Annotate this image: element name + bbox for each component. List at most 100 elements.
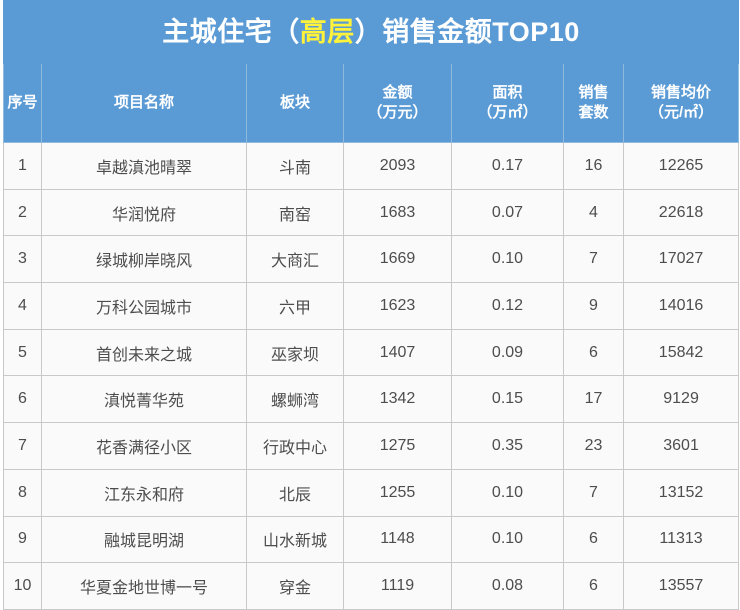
column-header-area-line1: 面积 bbox=[492, 83, 523, 101]
cell-project: 华润悦府 bbox=[41, 188, 247, 237]
column-header-area-line2: （万㎡） bbox=[477, 104, 538, 121]
title-paren-open: （ bbox=[272, 16, 300, 47]
table-row: 2 华润悦府 南窑 1683 0.07 4 22618 bbox=[3, 188, 740, 237]
cell-amount: 1275 bbox=[343, 422, 452, 470]
table-row: 4 万科公园城市 六甲 1623 0.12 9 14016 bbox=[3, 282, 740, 330]
cell-project: 江东永和府 bbox=[41, 468, 247, 517]
cell-index: 10 bbox=[3, 562, 42, 610]
cell-avg-price: 12265 bbox=[622, 142, 740, 190]
cell-avg-price: 15842 bbox=[622, 328, 740, 377]
cell-plate: 大商汇 bbox=[246, 235, 344, 284]
cell-area: 0.10 bbox=[451, 515, 564, 564]
cell-area: 0.17 bbox=[451, 142, 564, 190]
cell-amount: 1342 bbox=[343, 375, 452, 424]
cell-avg-price: 17027 bbox=[622, 235, 740, 284]
cell-area: 0.15 bbox=[451, 375, 564, 424]
cell-area: 0.10 bbox=[451, 235, 564, 284]
cell-avg-price: 22618 bbox=[622, 188, 740, 237]
cell-plate: 六甲 bbox=[246, 282, 344, 330]
cell-avg-price: 11313 bbox=[622, 515, 740, 564]
column-header-amount: 金额 （万元） bbox=[343, 63, 452, 143]
cell-index: 7 bbox=[3, 422, 42, 470]
column-header-units-line2: 套数 bbox=[578, 104, 609, 121]
column-header-avg-price-line2: （元/㎡） bbox=[648, 104, 714, 121]
cell-project: 万科公园城市 bbox=[41, 282, 247, 330]
cell-area: 0.35 bbox=[451, 422, 564, 470]
cell-amount: 1407 bbox=[343, 328, 452, 377]
table-row: 6 滇悦菁华苑 螺蛳湾 1342 0.15 17 9129 bbox=[3, 375, 740, 424]
column-header-amount-line2: （万元） bbox=[367, 104, 428, 121]
cell-units: 6 bbox=[563, 515, 624, 564]
column-header-index: 序号 bbox=[3, 63, 42, 143]
cell-index: 9 bbox=[3, 515, 42, 564]
cell-avg-price: 13152 bbox=[622, 468, 740, 517]
cell-avg-price: 3601 bbox=[622, 422, 740, 470]
cell-index: 5 bbox=[3, 328, 42, 377]
column-header-project-line1: 项目名称 bbox=[113, 93, 174, 111]
cell-project: 华夏金地世博一号 bbox=[41, 562, 247, 610]
cell-units: 9 bbox=[563, 282, 624, 330]
column-header-avg-price: 销售均价 （元/㎡） bbox=[622, 63, 740, 143]
cell-avg-price: 13557 bbox=[622, 562, 740, 610]
cell-units: 6 bbox=[563, 562, 624, 610]
table-header-row: 序号 项目名称 板块 金额 （万元） 面积 （万㎡） 销售 bbox=[3, 63, 740, 143]
cell-amount: 1669 bbox=[343, 235, 452, 284]
cell-plate: 巫家坝 bbox=[246, 328, 344, 377]
column-header-plate-line1: 板块 bbox=[279, 93, 310, 111]
title-paren-close: ） bbox=[354, 16, 383, 47]
cell-plate: 穿金 bbox=[246, 562, 344, 610]
cell-amount: 1148 bbox=[343, 515, 452, 564]
page-title: 主城住宅（高层）销售金额TOP10 bbox=[162, 17, 580, 47]
cell-index: 6 bbox=[3, 375, 42, 424]
cell-project: 首创未来之城 bbox=[41, 328, 247, 377]
cell-project: 卓越滇池晴翠 bbox=[41, 142, 247, 190]
table-title-row: 主城住宅（高层）销售金额TOP10 bbox=[2, 0, 740, 64]
cell-project: 融城昆明湖 bbox=[41, 515, 247, 564]
column-header-units-line1: 销售 bbox=[578, 83, 609, 101]
column-header-plate: 板块 bbox=[246, 63, 344, 143]
cell-units: 6 bbox=[563, 328, 624, 377]
cell-avg-price: 14016 bbox=[622, 282, 740, 330]
cell-units: 7 bbox=[563, 468, 624, 517]
cell-amount: 1683 bbox=[343, 188, 452, 237]
column-header-amount-line1: 金额 bbox=[382, 83, 413, 101]
cell-plate: 北辰 bbox=[246, 468, 344, 517]
cell-units: 23 bbox=[563, 422, 624, 470]
cell-index: 3 bbox=[3, 235, 42, 284]
cell-project: 绿城柳岸晓风 bbox=[41, 235, 247, 284]
table-title-cell: 主城住宅（高层）销售金额TOP10 bbox=[2, 0, 740, 64]
cell-index: 8 bbox=[3, 468, 42, 517]
cell-area: 0.08 bbox=[451, 562, 564, 610]
table-row: 8 江东永和府 北辰 1255 0.10 7 13152 bbox=[3, 468, 740, 517]
table-row: 5 首创未来之城 巫家坝 1407 0.09 6 15842 bbox=[3, 328, 740, 377]
column-header-units: 销售 套数 bbox=[563, 63, 624, 143]
table-row: 7 花香满径小区 行政中心 1275 0.35 23 3601 bbox=[3, 422, 740, 470]
cell-plate: 螺蛳湾 bbox=[246, 375, 344, 424]
column-header-project: 项目名称 bbox=[41, 63, 247, 143]
cell-area: 0.10 bbox=[451, 468, 564, 517]
title-prefix: 主城住宅 bbox=[162, 16, 273, 47]
title-highlight: 高层 bbox=[299, 16, 355, 47]
cell-area: 0.09 bbox=[451, 328, 564, 377]
table-body: 1 卓越滇池晴翠 斗南 2093 0.17 16 12265 2 华润悦府 南窑 1683 0.07 4… bbox=[3, 142, 740, 610]
cell-area: 0.07 bbox=[451, 188, 564, 237]
cell-amount: 1119 bbox=[343, 562, 452, 610]
cell-plate: 南窑 bbox=[246, 188, 344, 237]
cell-amount: 2093 bbox=[343, 142, 452, 190]
cell-units: 7 bbox=[563, 235, 624, 284]
cell-index: 4 bbox=[3, 282, 42, 330]
table-row: 9 融城昆明湖 山水新城 1148 0.10 6 11313 bbox=[3, 515, 740, 564]
cell-plate: 山水新城 bbox=[246, 515, 344, 564]
cell-avg-price: 9129 bbox=[622, 375, 740, 424]
cell-plate: 行政中心 bbox=[246, 422, 344, 470]
table-row: 3 绿城柳岸晓风 大商汇 1669 0.10 7 17027 bbox=[3, 235, 740, 284]
cell-units: 4 bbox=[563, 188, 624, 237]
cell-index: 1 bbox=[3, 142, 42, 190]
column-header-area: 面积 （万㎡） bbox=[451, 63, 564, 143]
column-header-index-line1: 序号 bbox=[7, 93, 38, 111]
cell-project: 花香满径小区 bbox=[41, 422, 247, 470]
cell-area: 0.12 bbox=[451, 282, 564, 330]
cell-index: 2 bbox=[3, 188, 42, 237]
